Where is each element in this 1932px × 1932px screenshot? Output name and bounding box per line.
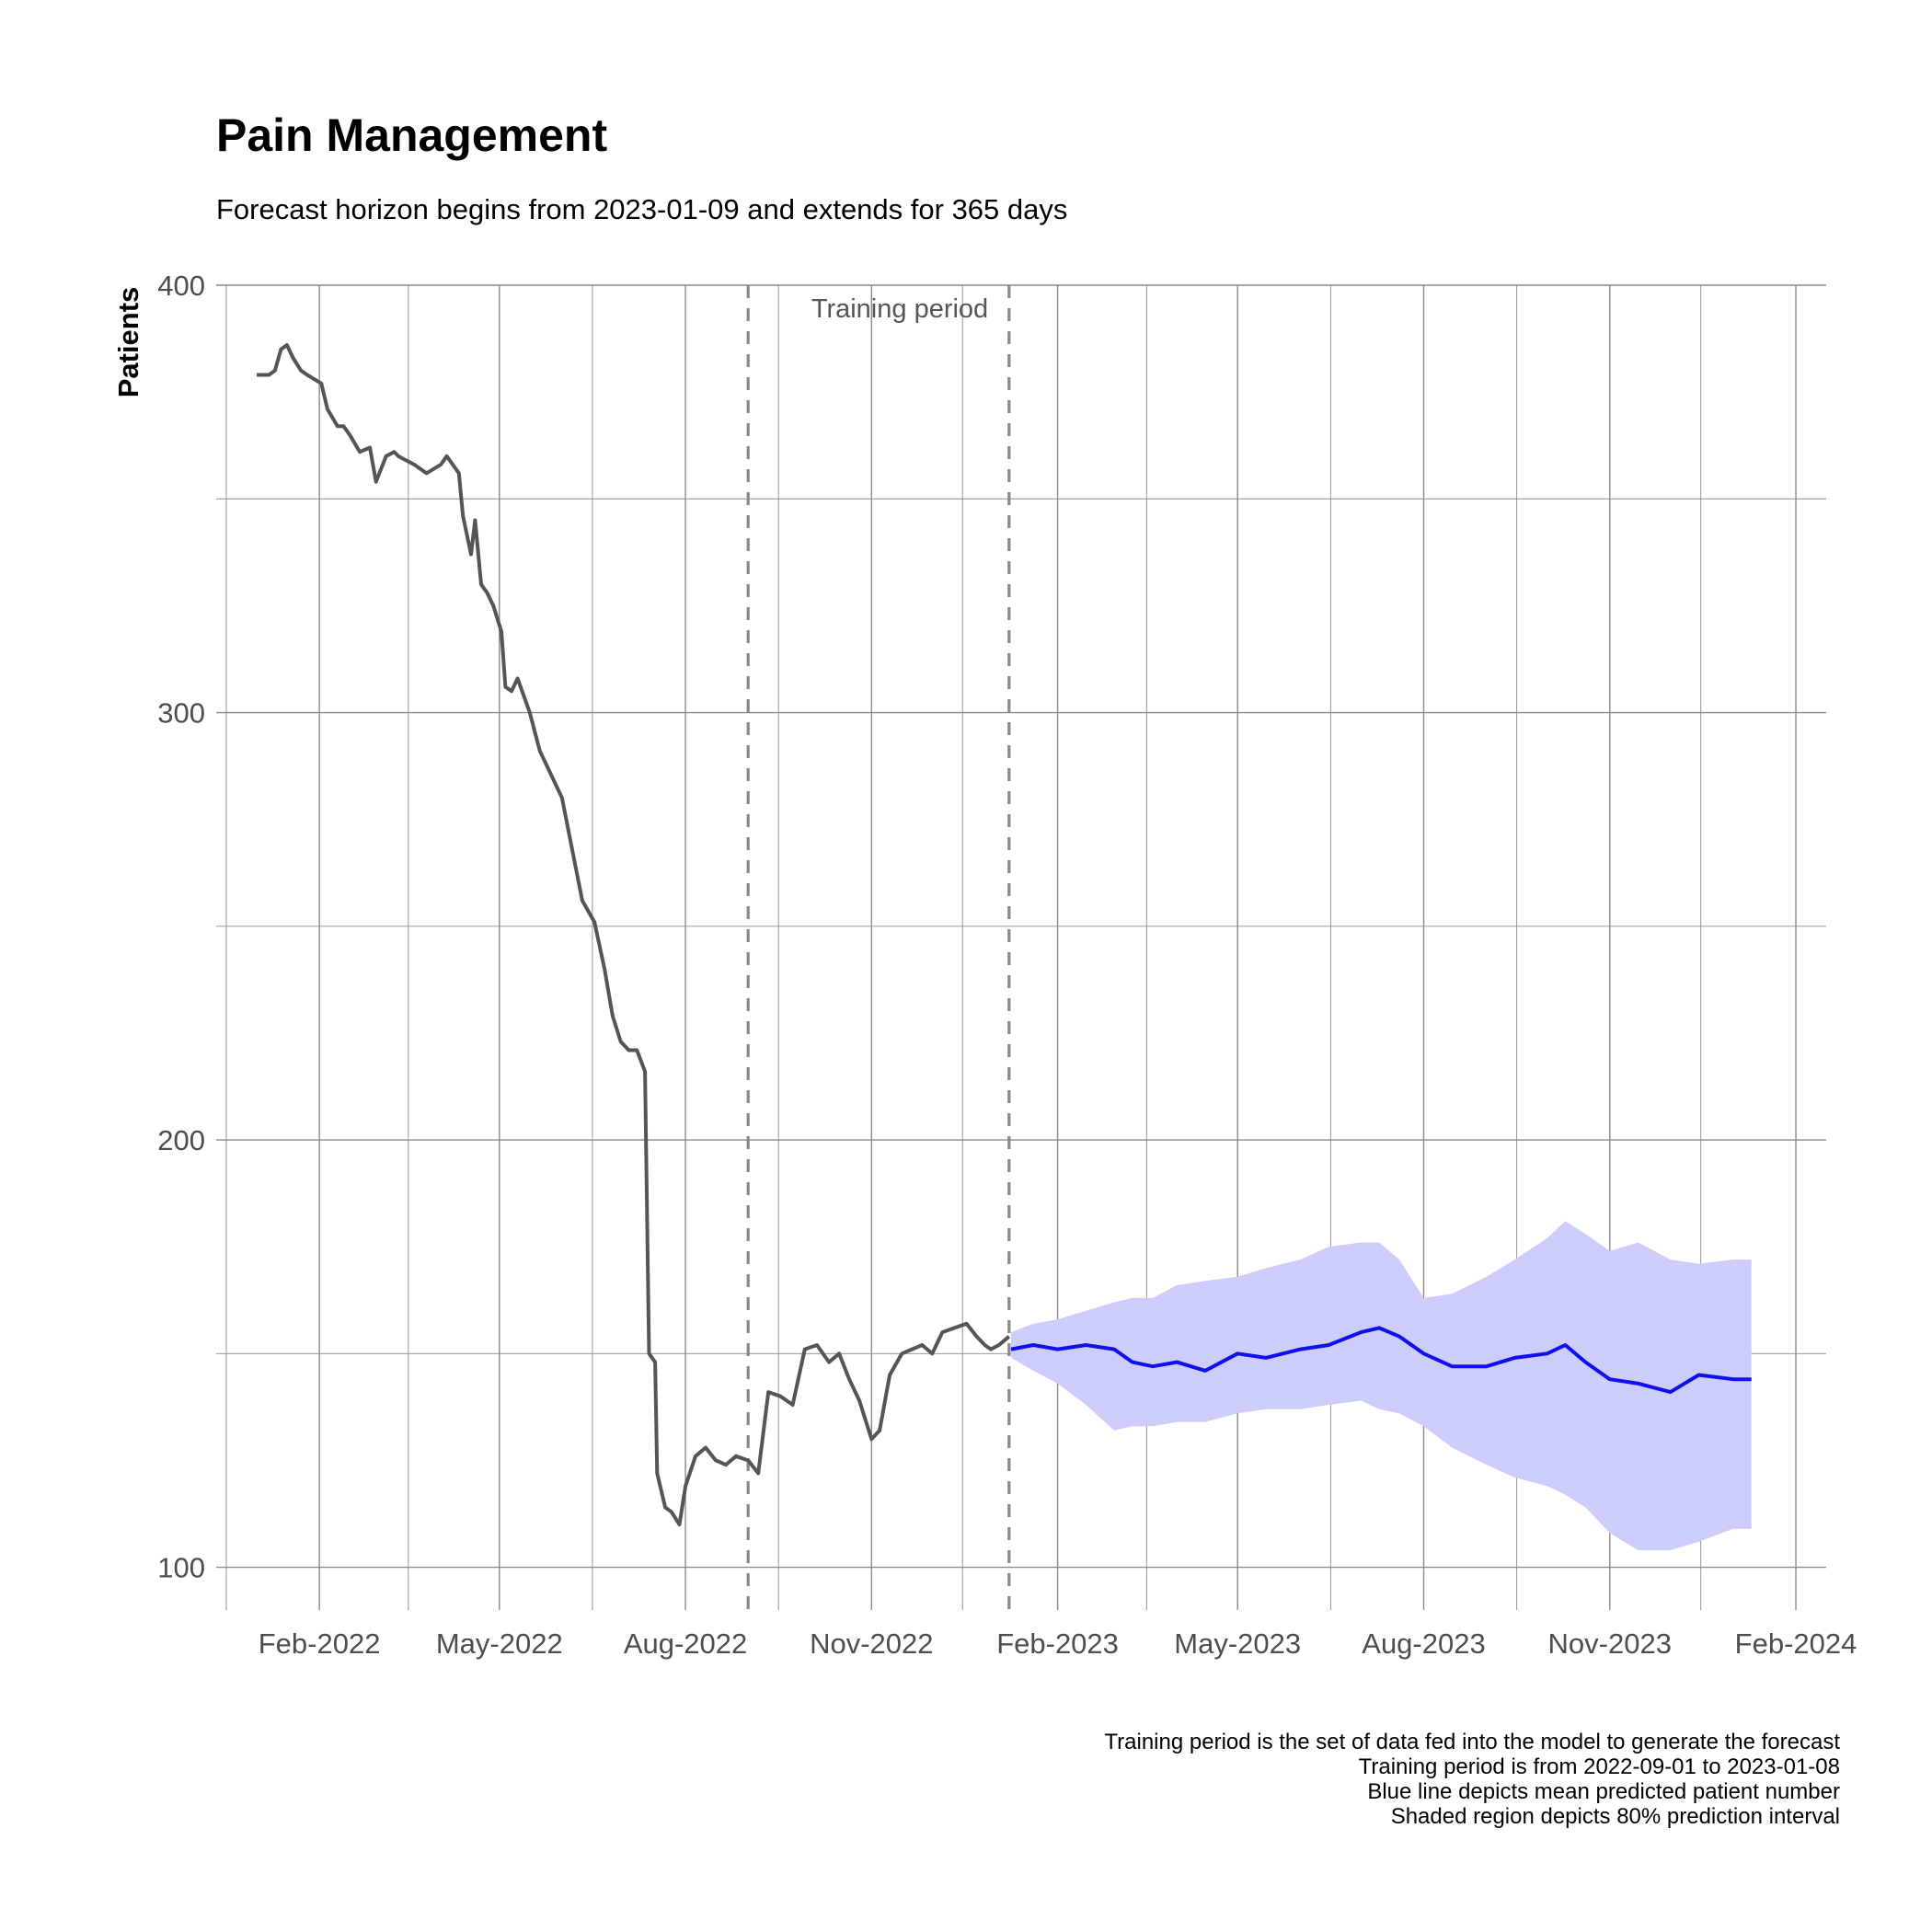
x-tick-label: May-2022 (436, 1627, 563, 1660)
y-tick-label: 400 (157, 270, 205, 302)
x-tick-label: Aug-2022 (624, 1627, 747, 1660)
caption-line: Blue line depicts mean predicted patient… (1367, 1779, 1840, 1804)
x-tick-label: Feb-2023 (996, 1627, 1119, 1660)
y-tick-label: 200 (157, 1124, 205, 1156)
prediction-interval-band (1011, 1221, 1752, 1550)
chart-title: Pain Management (216, 109, 608, 161)
caption: Training period is the set of data fed i… (1104, 1730, 1840, 1829)
actual-series-line (257, 343, 1011, 1527)
x-tick-label: Nov-2023 (1548, 1627, 1672, 1660)
chart-subtitle: Forecast horizon begins from 2023-01-09 … (216, 193, 1068, 225)
x-tick-label: Nov-2022 (810, 1627, 933, 1660)
grid-layer (216, 284, 1826, 1610)
caption-line: Training period is from 2022-09-01 to 20… (1358, 1754, 1840, 1779)
forecast-mean-line (1010, 1326, 1752, 1395)
series-layer (257, 343, 1752, 1527)
x-tick-label: May-2023 (1174, 1627, 1301, 1660)
prediction-interval-layer (1011, 1221, 1752, 1550)
y-tick-label: 300 (157, 697, 205, 730)
x-tick-label: Feb-2022 (259, 1627, 381, 1660)
training-period-label: Training period (811, 294, 988, 324)
y-axis-label: Patients (112, 287, 144, 398)
y-tick-label: 100 (157, 1552, 205, 1584)
caption-line: Training period is the set of data fed i… (1104, 1730, 1840, 1754)
training-period-lines (746, 285, 1011, 1610)
x-tick-label: Aug-2023 (1362, 1627, 1485, 1660)
x-tick-label: Feb-2024 (1735, 1627, 1857, 1660)
caption-line: Shaded region depicts 80% prediction int… (1390, 1804, 1840, 1829)
axis-layer: 100 200 300 400 Feb-2022 May-2022 Aug-2022 Nov-… (157, 270, 1857, 1660)
